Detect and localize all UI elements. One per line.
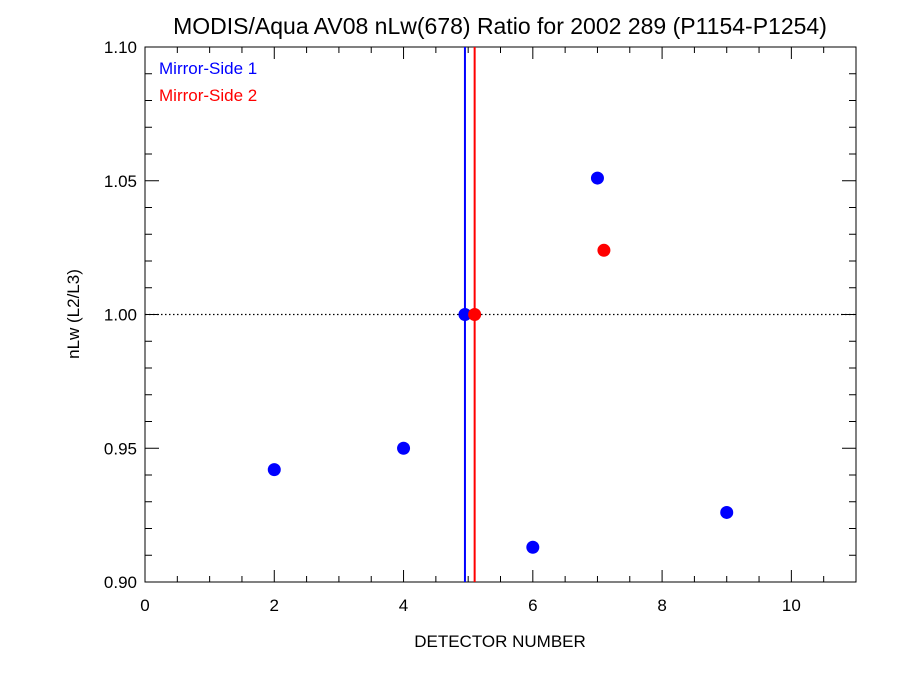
data-point <box>597 243 611 257</box>
x-tick-label: 2 <box>270 596 279 615</box>
data-point <box>720 505 734 519</box>
data-point <box>468 308 482 321</box>
y-tick-label: 0.90 <box>104 573 137 592</box>
legend-entry: Mirror-Side 1 <box>159 59 257 78</box>
data-point <box>267 463 281 477</box>
data-point <box>397 441 411 455</box>
legend-entry: Mirror-Side 2 <box>159 86 257 105</box>
chart-title: MODIS/Aqua AV08 nLw(678) Ratio for 2002 … <box>173 13 827 39</box>
x-tick-label: 0 <box>140 596 149 615</box>
y-axis-label: nLw (L2/L3) <box>64 269 83 359</box>
y-tick-label: 1.10 <box>104 38 137 57</box>
data-point <box>526 540 540 554</box>
data-point <box>458 308 472 321</box>
y-tick-label: 0.95 <box>104 439 137 458</box>
y-tick-label: 1.00 <box>104 306 137 325</box>
x-tick-label: 10 <box>782 596 801 615</box>
x-tick-label: 8 <box>657 596 666 615</box>
x-tick-label: 4 <box>399 596 408 615</box>
x-axis-label: DETECTOR NUMBER <box>414 632 586 651</box>
data-point <box>590 171 604 185</box>
x-tick-label: 6 <box>528 596 537 615</box>
y-tick-label: 1.05 <box>104 172 137 191</box>
